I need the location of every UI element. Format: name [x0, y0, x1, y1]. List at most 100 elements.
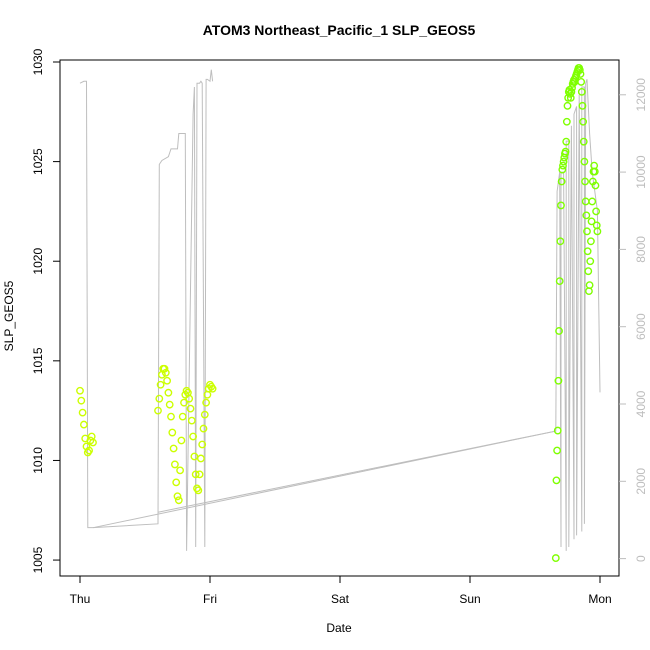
data-point	[585, 281, 594, 290]
data-point	[577, 87, 586, 96]
data-point	[187, 416, 196, 425]
data-point	[575, 66, 584, 74]
data-point	[588, 197, 597, 206]
data-point	[77, 396, 86, 405]
data-point	[189, 432, 198, 441]
x-tick-label: Thu	[70, 592, 91, 606]
x-tick-label: Fri	[203, 592, 217, 606]
data-point	[89, 438, 97, 447]
data-point	[586, 257, 595, 266]
data-point	[554, 376, 563, 385]
data-point	[170, 460, 179, 469]
data-point	[590, 167, 599, 176]
data-point	[587, 217, 596, 226]
y-tick-label: 1020	[31, 248, 45, 275]
y-tick-label: 1025	[31, 148, 45, 175]
data-point	[186, 404, 195, 413]
data-point	[80, 420, 88, 429]
data-point	[164, 388, 173, 397]
data-point	[557, 177, 566, 186]
data-point	[194, 486, 203, 495]
data-point	[155, 394, 164, 403]
plot-frame	[59, 59, 620, 577]
data-point	[180, 398, 188, 407]
data-point	[198, 440, 207, 449]
data-point	[78, 408, 87, 417]
data-point	[580, 157, 589, 166]
x-tick-label: Mon	[588, 592, 611, 606]
data-point	[185, 394, 194, 403]
data-point	[581, 177, 589, 186]
data-point	[173, 492, 182, 501]
data-point	[161, 368, 170, 377]
data-point	[587, 237, 595, 246]
y-tick-label: 1030	[31, 48, 45, 75]
y-tick-label: 1015	[31, 347, 45, 374]
data-point	[558, 165, 567, 174]
data-point	[551, 554, 560, 562]
series-layer	[76, 64, 602, 562]
y-tick-label: 1005	[31, 546, 45, 573]
y2-tick-label: 8000	[634, 236, 648, 263]
data-point	[579, 137, 588, 146]
series-line	[79, 79, 601, 551]
data-point	[172, 478, 181, 487]
data-point	[552, 476, 561, 485]
data-point	[160, 364, 169, 373]
data-point	[165, 400, 174, 409]
data-point	[592, 207, 600, 216]
data-point	[578, 101, 587, 110]
data-point	[76, 386, 84, 395]
data-point	[582, 211, 591, 220]
data-point	[195, 470, 204, 479]
data-point	[562, 137, 571, 146]
data-point	[169, 444, 178, 453]
y-tick-label: 1010	[31, 447, 45, 474]
y2-tick-label: 2000	[634, 468, 648, 495]
series-line	[157, 430, 556, 513]
x-tick-label: Sat	[331, 592, 350, 606]
x-axis-label: Date	[326, 621, 352, 635]
data-point	[562, 117, 571, 126]
data-point	[163, 376, 172, 385]
data-point	[191, 470, 200, 479]
data-point	[553, 446, 561, 455]
data-point	[156, 380, 165, 389]
data-point	[168, 428, 177, 437]
data-point	[154, 406, 162, 415]
data-point	[576, 70, 585, 78]
data-point	[208, 384, 217, 393]
data-point	[563, 101, 572, 110]
data-point	[591, 181, 600, 190]
data-point	[177, 436, 186, 445]
data-point	[202, 398, 211, 407]
data-point	[555, 277, 564, 286]
data-point	[176, 466, 185, 475]
y2-tick-label: 6000	[634, 313, 648, 340]
data-point	[174, 496, 183, 505]
data-point	[583, 247, 592, 256]
data-point	[190, 452, 199, 461]
x-axis: Thu Fri Sat Sun Mon	[70, 576, 612, 606]
y-axis-label: SLP_GEOS5	[2, 280, 16, 351]
y2-tick-label: 4000	[634, 390, 648, 417]
data-point	[178, 412, 187, 421]
data-point	[167, 412, 175, 421]
data-point	[556, 237, 565, 246]
data-point	[561, 147, 570, 156]
data-point	[196, 454, 205, 463]
data-point	[577, 78, 586, 86]
x-tick-label: Sun	[459, 592, 480, 606]
data-point	[567, 87, 576, 96]
y-axis-left: 1005 1010 1015 1020 1025 1030	[31, 48, 60, 573]
series-line	[92, 69, 214, 551]
chart-title: ATOM3 Northeast_Pacific_1 SLP_GEOS5	[203, 22, 476, 38]
y-axis-right: 0 2000 4000 6000 8000 10000 12000	[619, 78, 648, 562]
data-point	[559, 161, 567, 170]
data-point	[199, 424, 208, 433]
data-point	[584, 267, 593, 276]
data-point	[85, 446, 94, 455]
y2-tick-label: 0	[634, 555, 648, 562]
data-point	[559, 157, 568, 166]
